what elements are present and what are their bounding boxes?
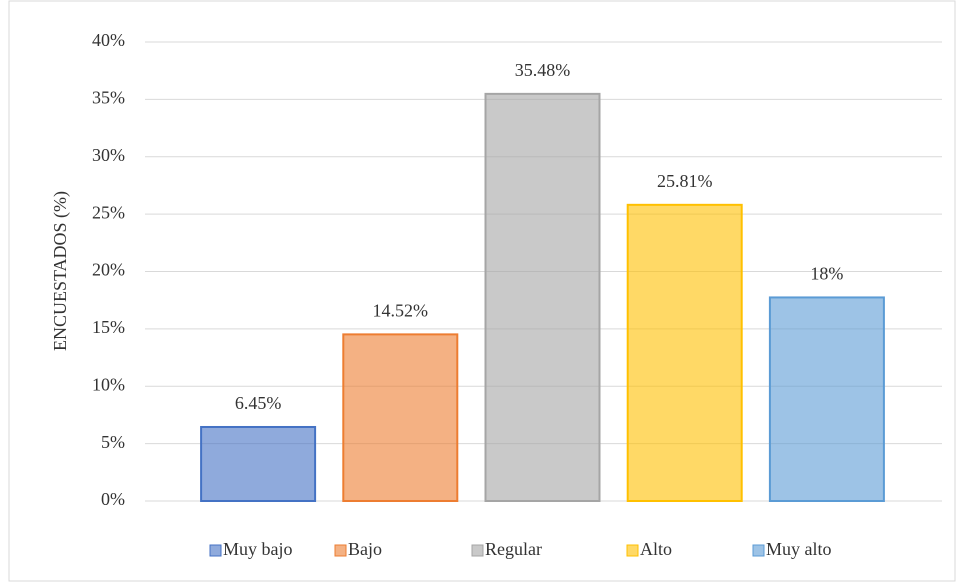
legend-swatch xyxy=(334,544,347,557)
y-tick-label: 35% xyxy=(92,88,125,108)
legend-label: Muy bajo xyxy=(223,539,293,559)
legend-label: Bajo xyxy=(348,539,382,559)
y-tick-label: 20% xyxy=(92,260,125,280)
legend-label: Regular xyxy=(485,539,542,559)
legend-swatch xyxy=(626,544,639,557)
bar xyxy=(200,425,317,502)
y-tick-label: 10% xyxy=(92,374,125,394)
legend-label: Alto xyxy=(640,539,672,559)
y-tick-label: 40% xyxy=(92,30,125,50)
chart-frame xyxy=(8,0,956,582)
data-label: 18% xyxy=(810,264,843,284)
legend-swatch xyxy=(752,544,765,557)
data-label: 14.52% xyxy=(373,301,429,321)
y-tick-label: 15% xyxy=(92,317,125,337)
y-tick-label: 0% xyxy=(101,489,125,509)
y-tick-label: 25% xyxy=(92,202,125,222)
data-label: 6.45% xyxy=(235,393,282,413)
legend-label: Muy alto xyxy=(766,539,832,559)
bar xyxy=(626,203,743,502)
legend-swatch xyxy=(471,544,484,557)
legend-swatch xyxy=(209,544,222,557)
bar xyxy=(342,333,459,502)
bar xyxy=(768,296,885,502)
y-tick-label: 5% xyxy=(101,432,125,452)
bar xyxy=(484,92,601,502)
data-label: 35.48% xyxy=(515,60,571,80)
y-axis-label: ENCUESTADOS (%) xyxy=(50,191,71,351)
y-tick-label: 30% xyxy=(92,145,125,165)
data-label: 25.81% xyxy=(657,171,713,191)
